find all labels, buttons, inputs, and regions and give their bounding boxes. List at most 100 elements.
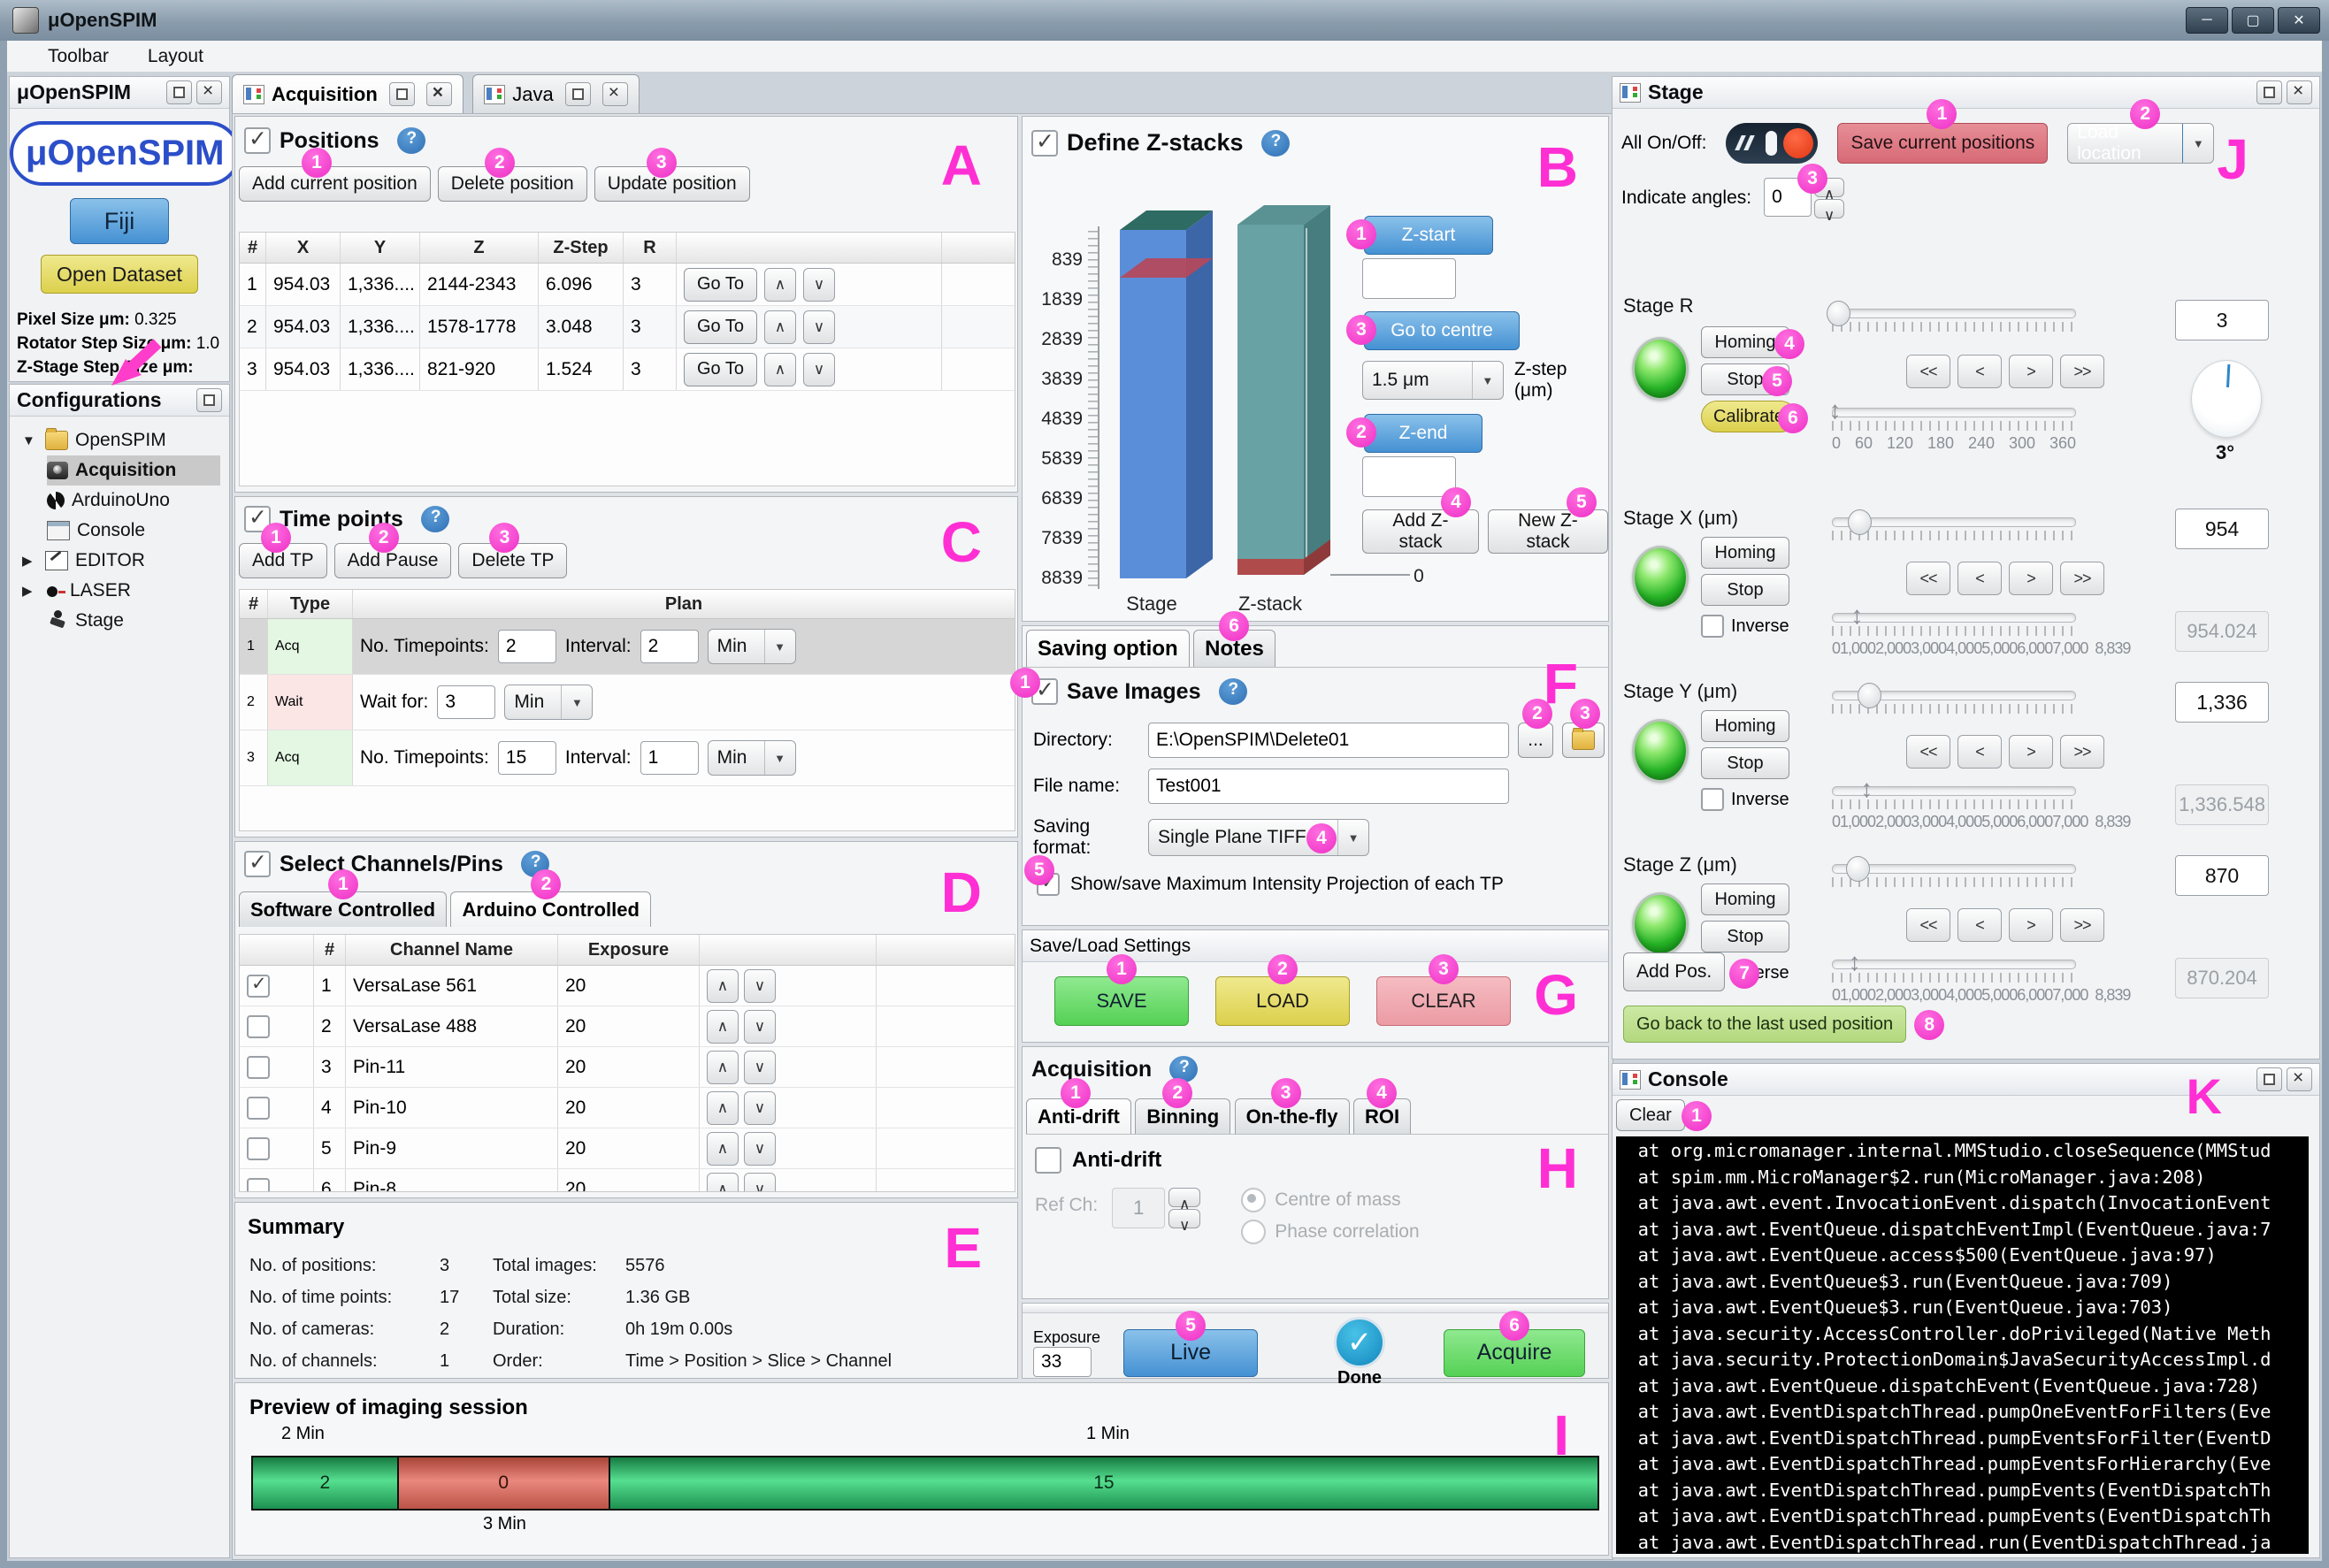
close-icon[interactable] xyxy=(196,80,222,104)
stage-y-fine-slider[interactable]: ↕ xyxy=(1832,775,2076,809)
chevron-right-icon[interactable]: ▶ xyxy=(22,554,33,569)
goto-button[interactable]: Go To xyxy=(684,267,757,302)
tree-item-laser[interactable]: ▶ LASER xyxy=(22,580,131,600)
interval-input[interactable] xyxy=(640,741,699,775)
exposure-input[interactable] xyxy=(1033,1347,1092,1377)
open-folder-button[interactable]: 3 xyxy=(1562,699,1605,758)
table-row[interactable]: 4 Pin-10 20 xyxy=(240,1088,1015,1128)
channel-checkbox[interactable] xyxy=(247,1177,270,1191)
load-settings-button[interactable]: 2 LOAD xyxy=(1215,954,1350,1026)
goto-button[interactable]: Go To xyxy=(684,352,757,386)
channel-checkbox[interactable] xyxy=(247,973,270,998)
stage-z-fine-slider[interactable]: ↕ xyxy=(1832,948,2076,983)
open-dataset-button[interactable]: Open Dataset xyxy=(41,255,198,294)
stage-y-slider[interactable] xyxy=(1832,683,2076,714)
spinner-down-icon[interactable] xyxy=(1814,199,1845,218)
channel-checkbox[interactable] xyxy=(247,1096,270,1120)
close-button[interactable]: ✕ xyxy=(2278,7,2320,34)
unit-dropdown[interactable]: Min xyxy=(707,740,796,776)
slider-handle[interactable]: ↕ xyxy=(1848,948,1861,975)
zstacks-checkbox[interactable] xyxy=(1031,128,1058,157)
row-down-button[interactable] xyxy=(744,968,776,1003)
float-icon[interactable] xyxy=(388,82,415,106)
homing-button[interactable]: Homing xyxy=(1701,710,1789,742)
add-tp-button[interactable]: 1 Add TP xyxy=(239,523,327,578)
row-down-button[interactable] xyxy=(744,1172,776,1191)
table-row[interactable]: 5 Pin-9 20 xyxy=(240,1128,1015,1169)
table-row[interactable]: 2 954.03 1,336.... 1578-1778 3.048 3 Go To xyxy=(240,306,1015,348)
file-name-input[interactable] xyxy=(1148,769,1509,804)
help-icon[interactable] xyxy=(1260,129,1290,157)
add-current-position-button[interactable]: 1 Add current position xyxy=(239,148,431,202)
interval-input[interactable] xyxy=(640,630,699,663)
row-down-button[interactable] xyxy=(744,1090,776,1125)
minimize-button[interactable]: ─ xyxy=(2186,7,2228,34)
tab-roi[interactable]: 4 ROI xyxy=(1352,1078,1412,1134)
table-row[interactable]: 2 VersaLase 488 20 xyxy=(240,1006,1015,1047)
calibrate-button[interactable]: 6 Calibrate xyxy=(1701,401,1808,433)
table-row[interactable]: 6 Pin-8 20 xyxy=(240,1169,1015,1191)
help-icon[interactable] xyxy=(420,506,449,532)
tree-root-openspim[interactable]: ▼ OpenSPIM xyxy=(22,425,229,455)
row-down-button[interactable] xyxy=(803,267,835,302)
unit-dropdown[interactable]: Min xyxy=(504,685,594,720)
homing-button[interactable]: Homing xyxy=(1701,537,1789,569)
menu-layout[interactable]: Layout xyxy=(147,45,203,66)
close-icon[interactable] xyxy=(2287,80,2312,104)
done-icon[interactable]: ✓ xyxy=(1334,1317,1386,1368)
homing-button[interactable]: 4 Homing xyxy=(1701,326,1804,359)
inverse-toggle[interactable]: Inverse xyxy=(1701,615,1789,638)
z-end-input[interactable] xyxy=(1362,456,1456,497)
z-step-dropdown[interactable]: 1.5 μm xyxy=(1362,361,1504,400)
help-icon[interactable] xyxy=(1218,678,1247,705)
tab-on-the-fly[interactable]: 3 On-the-fly xyxy=(1234,1078,1350,1134)
tab-binning[interactable]: 2 Binning xyxy=(1135,1078,1231,1134)
console-output[interactable]: at org.micromanager.internal.MMStudio.cl… xyxy=(1616,1136,2309,1554)
stop-button[interactable]: 5 Stop xyxy=(1701,363,1792,396)
row-down-button[interactable] xyxy=(744,1050,776,1084)
rotation-dial[interactable] xyxy=(2191,360,2262,438)
goto-button[interactable]: Go To xyxy=(684,310,757,344)
row-down-button[interactable] xyxy=(744,1131,776,1166)
slider-handle[interactable]: ↕ xyxy=(1850,601,1864,629)
channel-checkbox[interactable] xyxy=(247,1014,270,1038)
stage-r-slider[interactable] xyxy=(1826,301,2076,332)
jog-left-button[interactable]: < xyxy=(1957,735,2002,769)
fiji-button[interactable]: Fiji xyxy=(70,198,169,244)
float-icon[interactable] xyxy=(196,388,222,412)
update-position-button[interactable]: 3 Update position xyxy=(594,148,750,202)
table-row[interactable]: 1 954.03 1,336.... 2144-2343 6.096 3 Go To xyxy=(240,264,1015,306)
table-row[interactable]: 3 Acq No. Timepoints: Interval: Min xyxy=(240,730,1015,786)
stop-button[interactable]: Stop xyxy=(1701,747,1789,779)
float-icon[interactable] xyxy=(166,80,192,104)
clear-console-button[interactable]: Clear xyxy=(1616,1099,1685,1131)
table-row[interactable]: 1 Acq No. Timepoints: Interval: Min xyxy=(240,619,1015,675)
jog-right-button[interactable]: > xyxy=(2009,562,2053,595)
new-zstack-button[interactable]: 5 New Z-stack xyxy=(1487,487,1608,554)
jog-fast-right-button[interactable]: >> xyxy=(2060,735,2104,769)
centre-of-mass-radio[interactable]: Centre of mass xyxy=(1241,1188,1419,1212)
chevron-right-icon[interactable]: ▶ xyxy=(22,584,33,599)
channel-checkbox[interactable] xyxy=(247,1055,270,1079)
float-icon[interactable] xyxy=(2256,1067,2282,1091)
jog-fast-right-button[interactable]: >> xyxy=(2060,908,2104,942)
spinner-down-icon[interactable] xyxy=(1168,1209,1201,1228)
save-settings-button[interactable]: 1 SAVE xyxy=(1054,954,1189,1026)
wait-input[interactable] xyxy=(437,685,496,719)
inverse-checkbox[interactable] xyxy=(1701,615,1724,638)
table-row[interactable]: 3 Pin-11 20 xyxy=(240,1047,1015,1088)
jog-right-button[interactable]: > xyxy=(2009,355,2053,388)
float-icon[interactable] xyxy=(564,82,591,106)
row-down-button[interactable] xyxy=(744,1009,776,1044)
jog-right-button[interactable]: > xyxy=(2009,735,2053,769)
help-icon[interactable] xyxy=(396,127,425,154)
load-location-dropdown[interactable]: 2 Load location xyxy=(2067,99,2215,164)
z-start-input[interactable] xyxy=(1362,258,1456,299)
go-to-centre-button[interactable]: Go to centre xyxy=(1364,311,1520,350)
jog-fast-right-button[interactable]: >> xyxy=(2060,355,2104,388)
z-start-button[interactable]: Z-start xyxy=(1364,216,1493,255)
slider-handle[interactable] xyxy=(1848,509,1873,535)
indicate-angles-input[interactable] xyxy=(1764,178,1812,217)
saving-format-dropdown[interactable]: Single Plane TIFF 4 xyxy=(1148,819,1369,856)
